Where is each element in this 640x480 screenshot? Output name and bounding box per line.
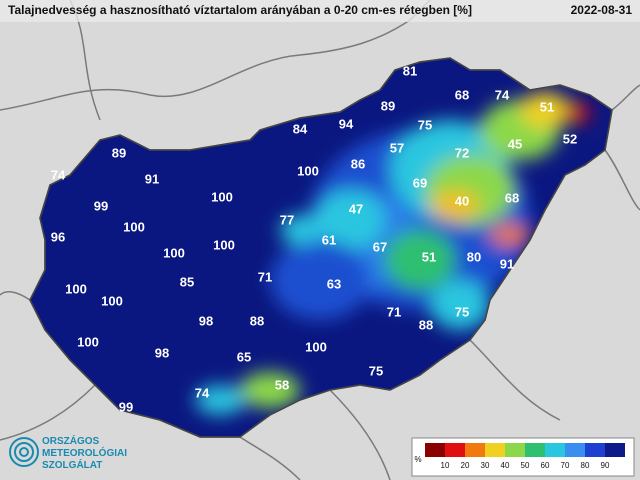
station-value: 80 bbox=[467, 249, 481, 264]
station-value: 65 bbox=[237, 349, 251, 364]
date: 2022-08-31 bbox=[571, 3, 633, 17]
station-value: 100 bbox=[305, 339, 327, 354]
legend-tick-label: 40 bbox=[501, 461, 510, 470]
logo-mark bbox=[9, 437, 39, 467]
station-value: 100 bbox=[297, 163, 319, 178]
legend-tick-label: 50 bbox=[521, 461, 530, 470]
station-value: 68 bbox=[455, 87, 469, 102]
legend-swatch bbox=[545, 443, 565, 457]
station-value: 51 bbox=[422, 249, 436, 264]
legend-tick-label: 80 bbox=[581, 461, 590, 470]
legend-swatch bbox=[505, 443, 525, 457]
title: Talajnedvesség a hasznosítható víztartal… bbox=[8, 3, 472, 17]
station-value: 71 bbox=[387, 304, 401, 319]
station-value: 81 bbox=[403, 63, 417, 78]
station-value: 52 bbox=[563, 131, 577, 146]
station-value: 75 bbox=[418, 117, 432, 132]
legend-swatch bbox=[585, 443, 605, 457]
station-value: 57 bbox=[390, 140, 404, 155]
station-value: 71 bbox=[258, 269, 272, 284]
station-value: 85 bbox=[180, 274, 194, 289]
station-value: 91 bbox=[500, 256, 514, 271]
station-value: 51 bbox=[540, 99, 554, 114]
station-value: 100 bbox=[65, 281, 87, 296]
legend-tick-label: 30 bbox=[481, 461, 490, 470]
station-value: 40 bbox=[455, 193, 469, 208]
station-value: 89 bbox=[112, 145, 126, 160]
station-value: 63 bbox=[327, 276, 341, 291]
station-value: 88 bbox=[250, 313, 264, 328]
station-value: 84 bbox=[293, 121, 308, 136]
station-value: 74 bbox=[495, 87, 510, 102]
legend-swatch bbox=[525, 443, 545, 457]
station-value: 99 bbox=[94, 198, 108, 213]
station-value: 61 bbox=[322, 232, 336, 247]
country-border bbox=[29, 57, 613, 438]
logo-text: METEOROLÓGIAI bbox=[42, 446, 127, 459]
station-value: 100 bbox=[123, 219, 145, 234]
header-bar bbox=[0, 0, 640, 22]
station-value: 75 bbox=[455, 304, 469, 319]
legend-tick-label: 10 bbox=[441, 461, 450, 470]
station-value: 96 bbox=[51, 229, 65, 244]
station-value: 100 bbox=[77, 334, 99, 349]
legend-tick-label: 60 bbox=[541, 461, 550, 470]
station-value: 58 bbox=[275, 377, 289, 392]
station-value: 86 bbox=[351, 156, 365, 171]
station-value: 74 bbox=[195, 385, 210, 400]
legend-tick-label: 70 bbox=[561, 461, 570, 470]
logo-text: ORSZÁGOS bbox=[42, 434, 100, 447]
legend-swatch bbox=[425, 443, 445, 457]
station-value: 72 bbox=[455, 145, 469, 160]
station-value: 77 bbox=[280, 212, 294, 227]
station-value: 74 bbox=[51, 167, 66, 182]
station-value: 69 bbox=[413, 175, 427, 190]
station-value: 47 bbox=[349, 201, 363, 216]
legend-swatch bbox=[565, 443, 585, 457]
legend-swatch bbox=[605, 443, 625, 457]
legend-swatch bbox=[445, 443, 465, 457]
station-value: 75 bbox=[369, 363, 383, 378]
station-value: 100 bbox=[101, 293, 123, 308]
station-value: 100 bbox=[211, 189, 233, 204]
station-value: 100 bbox=[163, 245, 185, 260]
moisture-field bbox=[195, 92, 590, 415]
logo-text: SZOLGÁLAT bbox=[42, 458, 102, 471]
station-value: 88 bbox=[419, 317, 433, 332]
station-value: 94 bbox=[339, 116, 354, 131]
legend-tick-label: 20 bbox=[461, 461, 470, 470]
station-value: 91 bbox=[145, 171, 159, 186]
legend-unit: % bbox=[414, 455, 421, 464]
station-value: 67 bbox=[373, 239, 387, 254]
station-value: 68 bbox=[505, 190, 519, 205]
legend-swatch bbox=[485, 443, 505, 457]
station-value: 99 bbox=[119, 399, 133, 414]
station-value: 89 bbox=[381, 98, 395, 113]
station-value: 98 bbox=[199, 313, 213, 328]
station-value: 98 bbox=[155, 345, 169, 360]
station-value: 100 bbox=[213, 237, 235, 252]
station-value: 45 bbox=[508, 136, 522, 151]
legend-tick-label: 90 bbox=[601, 461, 610, 470]
legend-swatch bbox=[465, 443, 485, 457]
